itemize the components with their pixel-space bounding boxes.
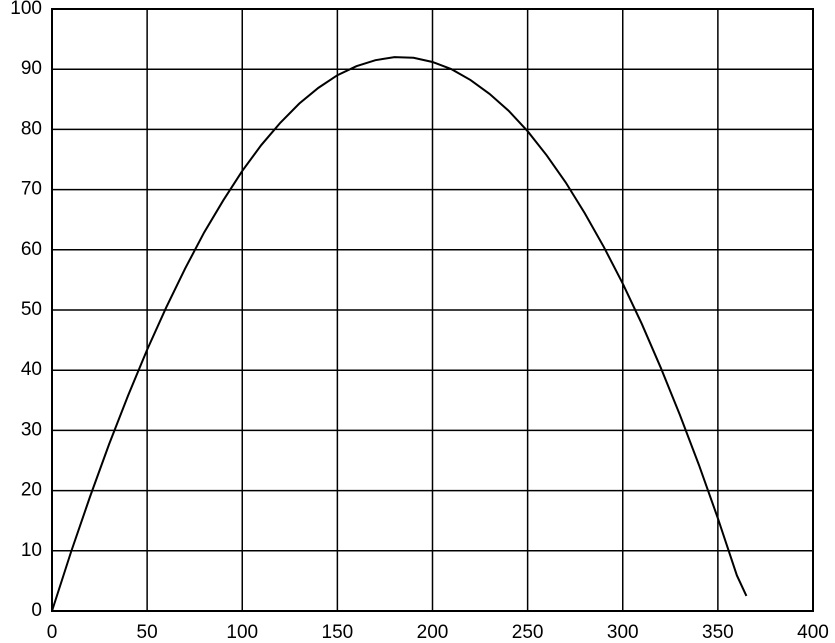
y-tick-label: 0	[31, 600, 42, 621]
y-tick-label: 70	[21, 179, 42, 200]
y-tick-label: 20	[21, 480, 42, 501]
y-tick-label: 80	[21, 118, 42, 139]
x-tick-label: 150	[322, 622, 354, 643]
plot-frame	[51, 8, 814, 612]
data-line	[51, 56, 748, 612]
x-tick-label: 50	[137, 622, 158, 643]
y-tick-label: 50	[21, 299, 42, 320]
x-tick-label: 400	[797, 622, 829, 643]
x-tick-label: 0	[47, 622, 58, 643]
x-tick-label: 250	[512, 622, 544, 643]
x-tick-label: 200	[417, 622, 449, 643]
y-tick-label: 60	[21, 239, 42, 260]
y-tick-label: 90	[21, 58, 42, 79]
y-tick-label: 30	[21, 419, 42, 440]
x-tick-label: 350	[702, 622, 734, 643]
y-tick-label: 40	[21, 359, 42, 380]
y-tick-label: 10	[21, 540, 42, 561]
y-tick-label: 100	[10, 0, 42, 19]
x-tick-label: 300	[607, 622, 639, 643]
x-tick-label: 100	[226, 622, 258, 643]
